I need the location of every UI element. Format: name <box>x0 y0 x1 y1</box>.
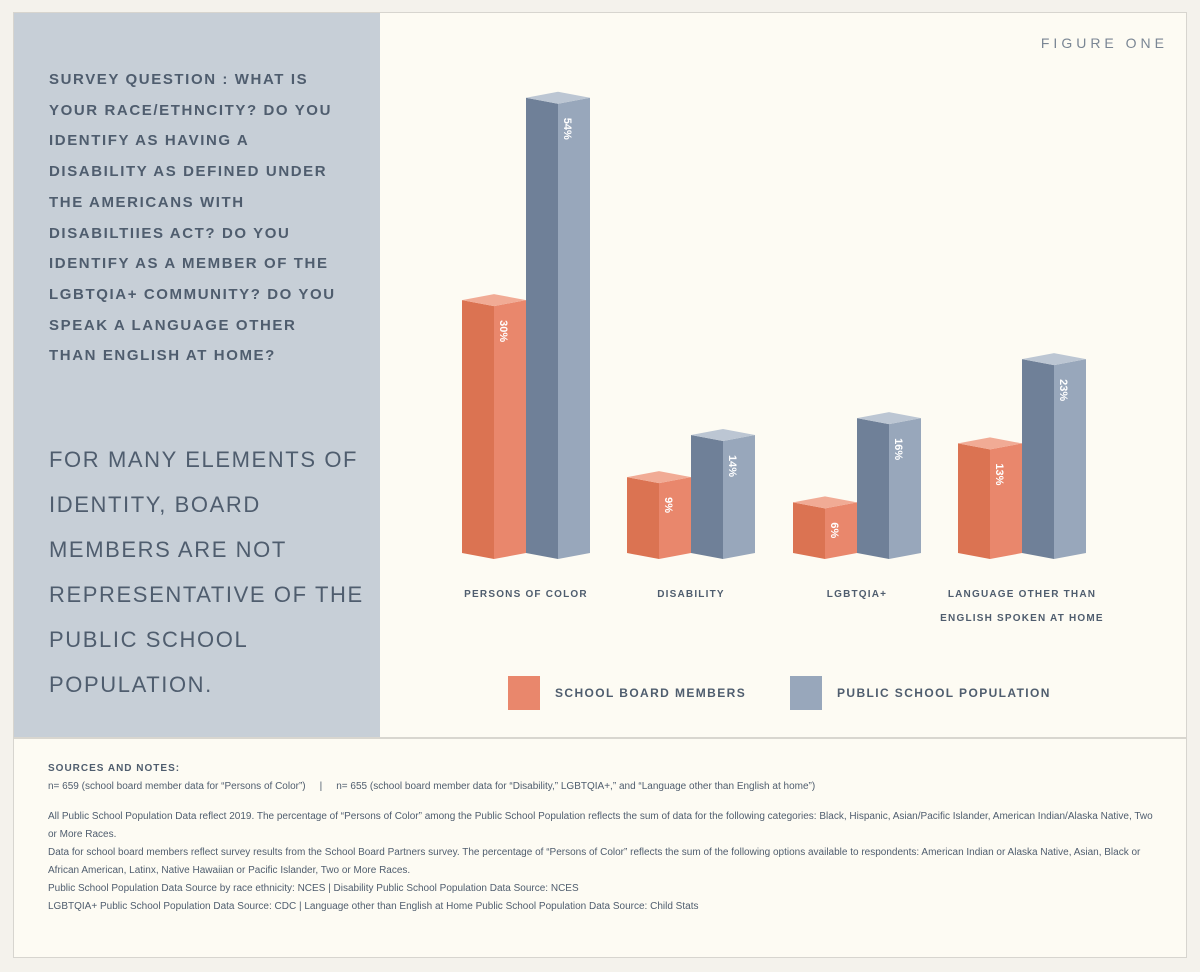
bar-side-face <box>1022 359 1054 559</box>
bar-top-face <box>793 496 857 509</box>
notes-paragraph: LGBTQIA+ Public School Population Data S… <box>48 901 699 912</box>
bar-board-3: 6% <box>793 496 857 559</box>
bar-value-label: 13% <box>993 463 1005 485</box>
bar-side-face <box>627 477 659 559</box>
sources-and-notes: SOURCES AND NOTES: n= 659 (school board … <box>48 760 1158 916</box>
sample-size-separator: | <box>319 781 323 792</box>
bar-front-face <box>889 418 921 559</box>
bar-front-face <box>558 97 590 559</box>
bar-front-face <box>1054 359 1086 559</box>
figure-label: FIGURE ONE <box>1040 35 1168 51</box>
bar-top-face <box>857 412 921 425</box>
bar-front-face <box>990 443 1022 559</box>
bar-side-face <box>462 300 494 559</box>
notes-paragraph: Public School Population Data Source by … <box>48 883 579 894</box>
legend-swatch-board <box>508 676 540 710</box>
notes-paragraph: Data for school board members reflect su… <box>48 847 1141 876</box>
category-label: ENGLISH SPOKEN AT HOME <box>940 613 1104 624</box>
sample-size-line: n= 659 (school board member data for “Pe… <box>48 778 1158 796</box>
survey-question: SURVEY QUESTION : WHAT IS YOUR RACE/ETHN… <box>49 71 336 365</box>
bar-board-2: 9% <box>627 471 691 559</box>
bar-value-label: 30% <box>497 320 509 342</box>
bar-top-face <box>462 294 526 307</box>
bar-board-1: 30% <box>462 294 526 559</box>
category-label: PERSONS OF COLOR <box>464 589 588 600</box>
bar-population-4: 23% <box>1022 353 1086 559</box>
legend-swatch-population <box>790 676 822 710</box>
bar-population-3: 16% <box>857 412 921 559</box>
category-label: LANGUAGE OTHER THAN <box>948 589 1096 600</box>
legend-label-board: SCHOOL BOARD MEMBERS <box>555 686 746 700</box>
bar-population-1: 54% <box>526 91 590 559</box>
left-panel: SURVEY QUESTION : WHAT IS YOUR RACE/ETHN… <box>14 13 380 737</box>
bar-front-face <box>494 300 526 559</box>
bar-value-label: 23% <box>1057 379 1069 401</box>
notes-heading: SOURCES AND NOTES: <box>48 763 181 774</box>
notes-paragraph: All Public School Population Data reflec… <box>48 811 1153 840</box>
legend: SCHOOL BOARD MEMBERS PUBLIC SCHOOL POPULA… <box>508 676 1051 710</box>
bar-board-4: 13% <box>958 437 1022 559</box>
category-label: DISABILITY <box>657 589 725 600</box>
bar-value-label: 54% <box>561 118 573 140</box>
bar-value-label: 16% <box>892 438 904 460</box>
bar-front-face <box>723 434 755 559</box>
bar-side-face <box>958 443 990 559</box>
figure-frame: SURVEY QUESTION : WHAT IS YOUR RACE/ETHN… <box>13 12 1187 958</box>
bar-value-label: 14% <box>726 455 738 477</box>
bar-value-label: 9% <box>662 497 674 513</box>
bar-front-face <box>825 502 857 559</box>
category-label: LGBTQIA+ <box>827 589 887 600</box>
bar-side-face <box>857 418 889 559</box>
bars-group: 30% 54% 9% 14% 6% 16% 13% 23% <box>462 91 1086 559</box>
bar-population-2: 14% <box>691 428 755 559</box>
bar-chart: 30% 54% 9% 14% 6% 16% 13% 23% PERSONS OF COLOR D… <box>462 91 1104 710</box>
bar-side-face <box>691 434 723 559</box>
headline: FOR MANY ELEMENTS OF IDENTITY, BOARD MEM… <box>49 447 364 697</box>
bar-side-face <box>793 502 825 559</box>
category-labels: PERSONS OF COLOR DISABILITY LGBTQIA+ LANGUA… <box>464 589 1104 624</box>
sample-size-persons-of-color: n= 659 (school board member data for “Pe… <box>48 781 306 792</box>
bar-value-label: 6% <box>828 522 840 538</box>
bar-top-face <box>958 437 1022 450</box>
bar-front-face <box>659 477 691 559</box>
bar-side-face <box>526 97 558 559</box>
bar-top-face <box>1022 353 1086 366</box>
bar-top-face <box>627 471 691 484</box>
sample-size-other: n= 655 (school board member data for “Di… <box>336 781 816 792</box>
divider <box>14 737 1186 739</box>
bar-top-face <box>691 428 755 441</box>
bar-top-face <box>526 91 590 104</box>
legend-label-population: PUBLIC SCHOOL POPULATION <box>837 686 1051 700</box>
